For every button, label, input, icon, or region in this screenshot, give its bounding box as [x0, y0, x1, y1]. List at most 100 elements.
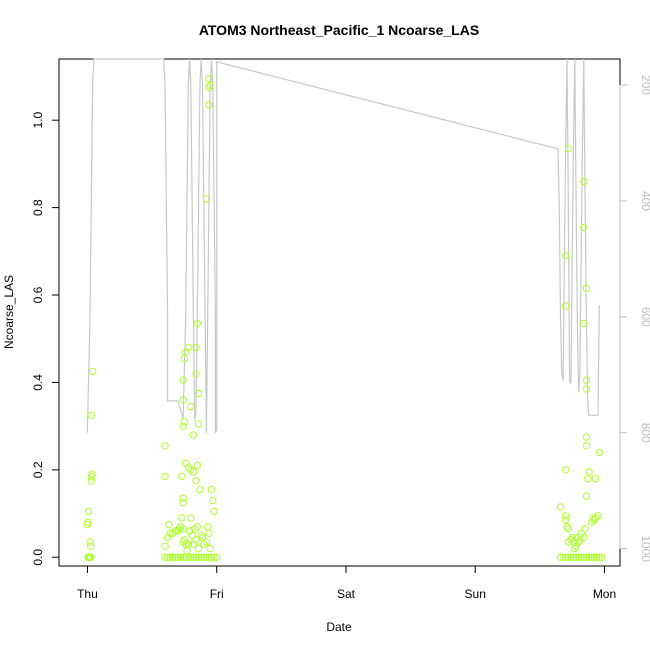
data-point — [210, 507, 218, 516]
right-tick-label: 200 — [639, 75, 650, 95]
x-tick-label: Thu — [77, 587, 98, 601]
data-point — [209, 496, 217, 505]
data-point — [187, 514, 195, 522]
data-point — [204, 523, 212, 531]
data-point — [202, 195, 211, 203]
y-tick-label: 0.4 — [31, 374, 45, 391]
data-point — [192, 343, 200, 352]
data-point — [189, 468, 198, 476]
y-tick-label: 0.8 — [31, 199, 45, 216]
data-point — [192, 553, 200, 561]
data-point — [192, 370, 200, 378]
data-point — [192, 477, 200, 485]
pressure-line — [86, 58, 600, 433]
data-point — [590, 553, 598, 561]
data-point — [194, 544, 203, 553]
data-point — [562, 252, 570, 260]
data-point — [161, 553, 169, 561]
data-point — [202, 538, 211, 546]
data-point — [174, 553, 182, 561]
data-point — [187, 553, 195, 561]
data-point — [562, 302, 570, 310]
data-point — [85, 507, 93, 516]
x-axis: Thu Fri Sat Sun Mon — [77, 565, 616, 601]
data-point — [585, 468, 593, 476]
right-axis: 200 400 600 800 1000 — [619, 75, 650, 562]
data-point — [562, 466, 570, 474]
data-point — [175, 525, 183, 533]
data-point — [184, 540, 193, 548]
data-point — [595, 448, 603, 457]
data-point — [205, 101, 213, 109]
data-point — [587, 518, 596, 526]
data-point — [568, 533, 576, 542]
data-point — [178, 472, 186, 481]
data-point — [572, 553, 580, 561]
data-point — [580, 553, 588, 561]
data-point — [594, 512, 602, 520]
data-point — [193, 461, 202, 470]
data-point — [87, 553, 95, 561]
data-point — [564, 144, 572, 153]
data-point — [179, 498, 187, 507]
y-tick-label: 0.0 — [31, 549, 45, 566]
x-tick-label: Sat — [337, 587, 356, 601]
data-point — [87, 542, 95, 550]
y-tick-label: 0.6 — [31, 286, 45, 303]
data-point — [194, 389, 203, 398]
data-point — [84, 518, 92, 526]
data-point — [161, 542, 169, 550]
data-point — [196, 485, 204, 494]
data-point — [161, 472, 169, 481]
data-point — [200, 553, 208, 561]
data-point — [564, 553, 572, 561]
data-point — [582, 284, 591, 293]
data-point — [206, 544, 214, 553]
data-point — [207, 553, 216, 561]
pressure-line-layer — [86, 58, 600, 433]
data-point — [166, 553, 174, 561]
data-point — [577, 553, 585, 561]
scatter-points-layer — [83, 75, 606, 561]
data-point — [567, 553, 575, 561]
data-point — [88, 367, 97, 376]
data-point — [184, 343, 193, 352]
y-tick-label: 1.0 — [31, 112, 45, 129]
data-point — [580, 177, 588, 186]
y-axis: 0.0 0.2 0.4 0.6 0.8 1.0 — [31, 112, 60, 566]
right-tick-label: 1000 — [639, 535, 650, 562]
data-point — [562, 516, 570, 524]
data-point — [559, 553, 567, 561]
data-point — [171, 527, 180, 535]
data-point — [163, 553, 172, 561]
data-point — [562, 512, 570, 520]
data-point — [581, 525, 589, 533]
data-point — [205, 553, 213, 561]
data-point — [179, 376, 187, 384]
right-tick-label: 400 — [639, 191, 650, 211]
data-point — [187, 402, 195, 411]
data-point — [213, 553, 221, 561]
data-point — [582, 433, 591, 441]
data-point — [556, 553, 565, 561]
data-point — [207, 485, 216, 494]
data-point — [193, 523, 202, 531]
data-point — [595, 553, 603, 561]
data-point — [178, 514, 186, 522]
right-tick-label: 800 — [639, 423, 650, 443]
data-point — [189, 553, 198, 561]
data-point — [193, 319, 202, 328]
data-point — [572, 542, 580, 550]
data-point — [574, 553, 583, 561]
data-point — [205, 75, 213, 83]
data-point — [188, 531, 196, 540]
x-tick-label: Sun — [465, 587, 486, 601]
data-point — [580, 319, 588, 328]
data-point — [165, 520, 173, 529]
data-point — [176, 553, 185, 561]
data-point — [194, 553, 203, 561]
data-point — [598, 553, 606, 561]
data-point — [591, 474, 600, 483]
data-point — [556, 503, 565, 511]
